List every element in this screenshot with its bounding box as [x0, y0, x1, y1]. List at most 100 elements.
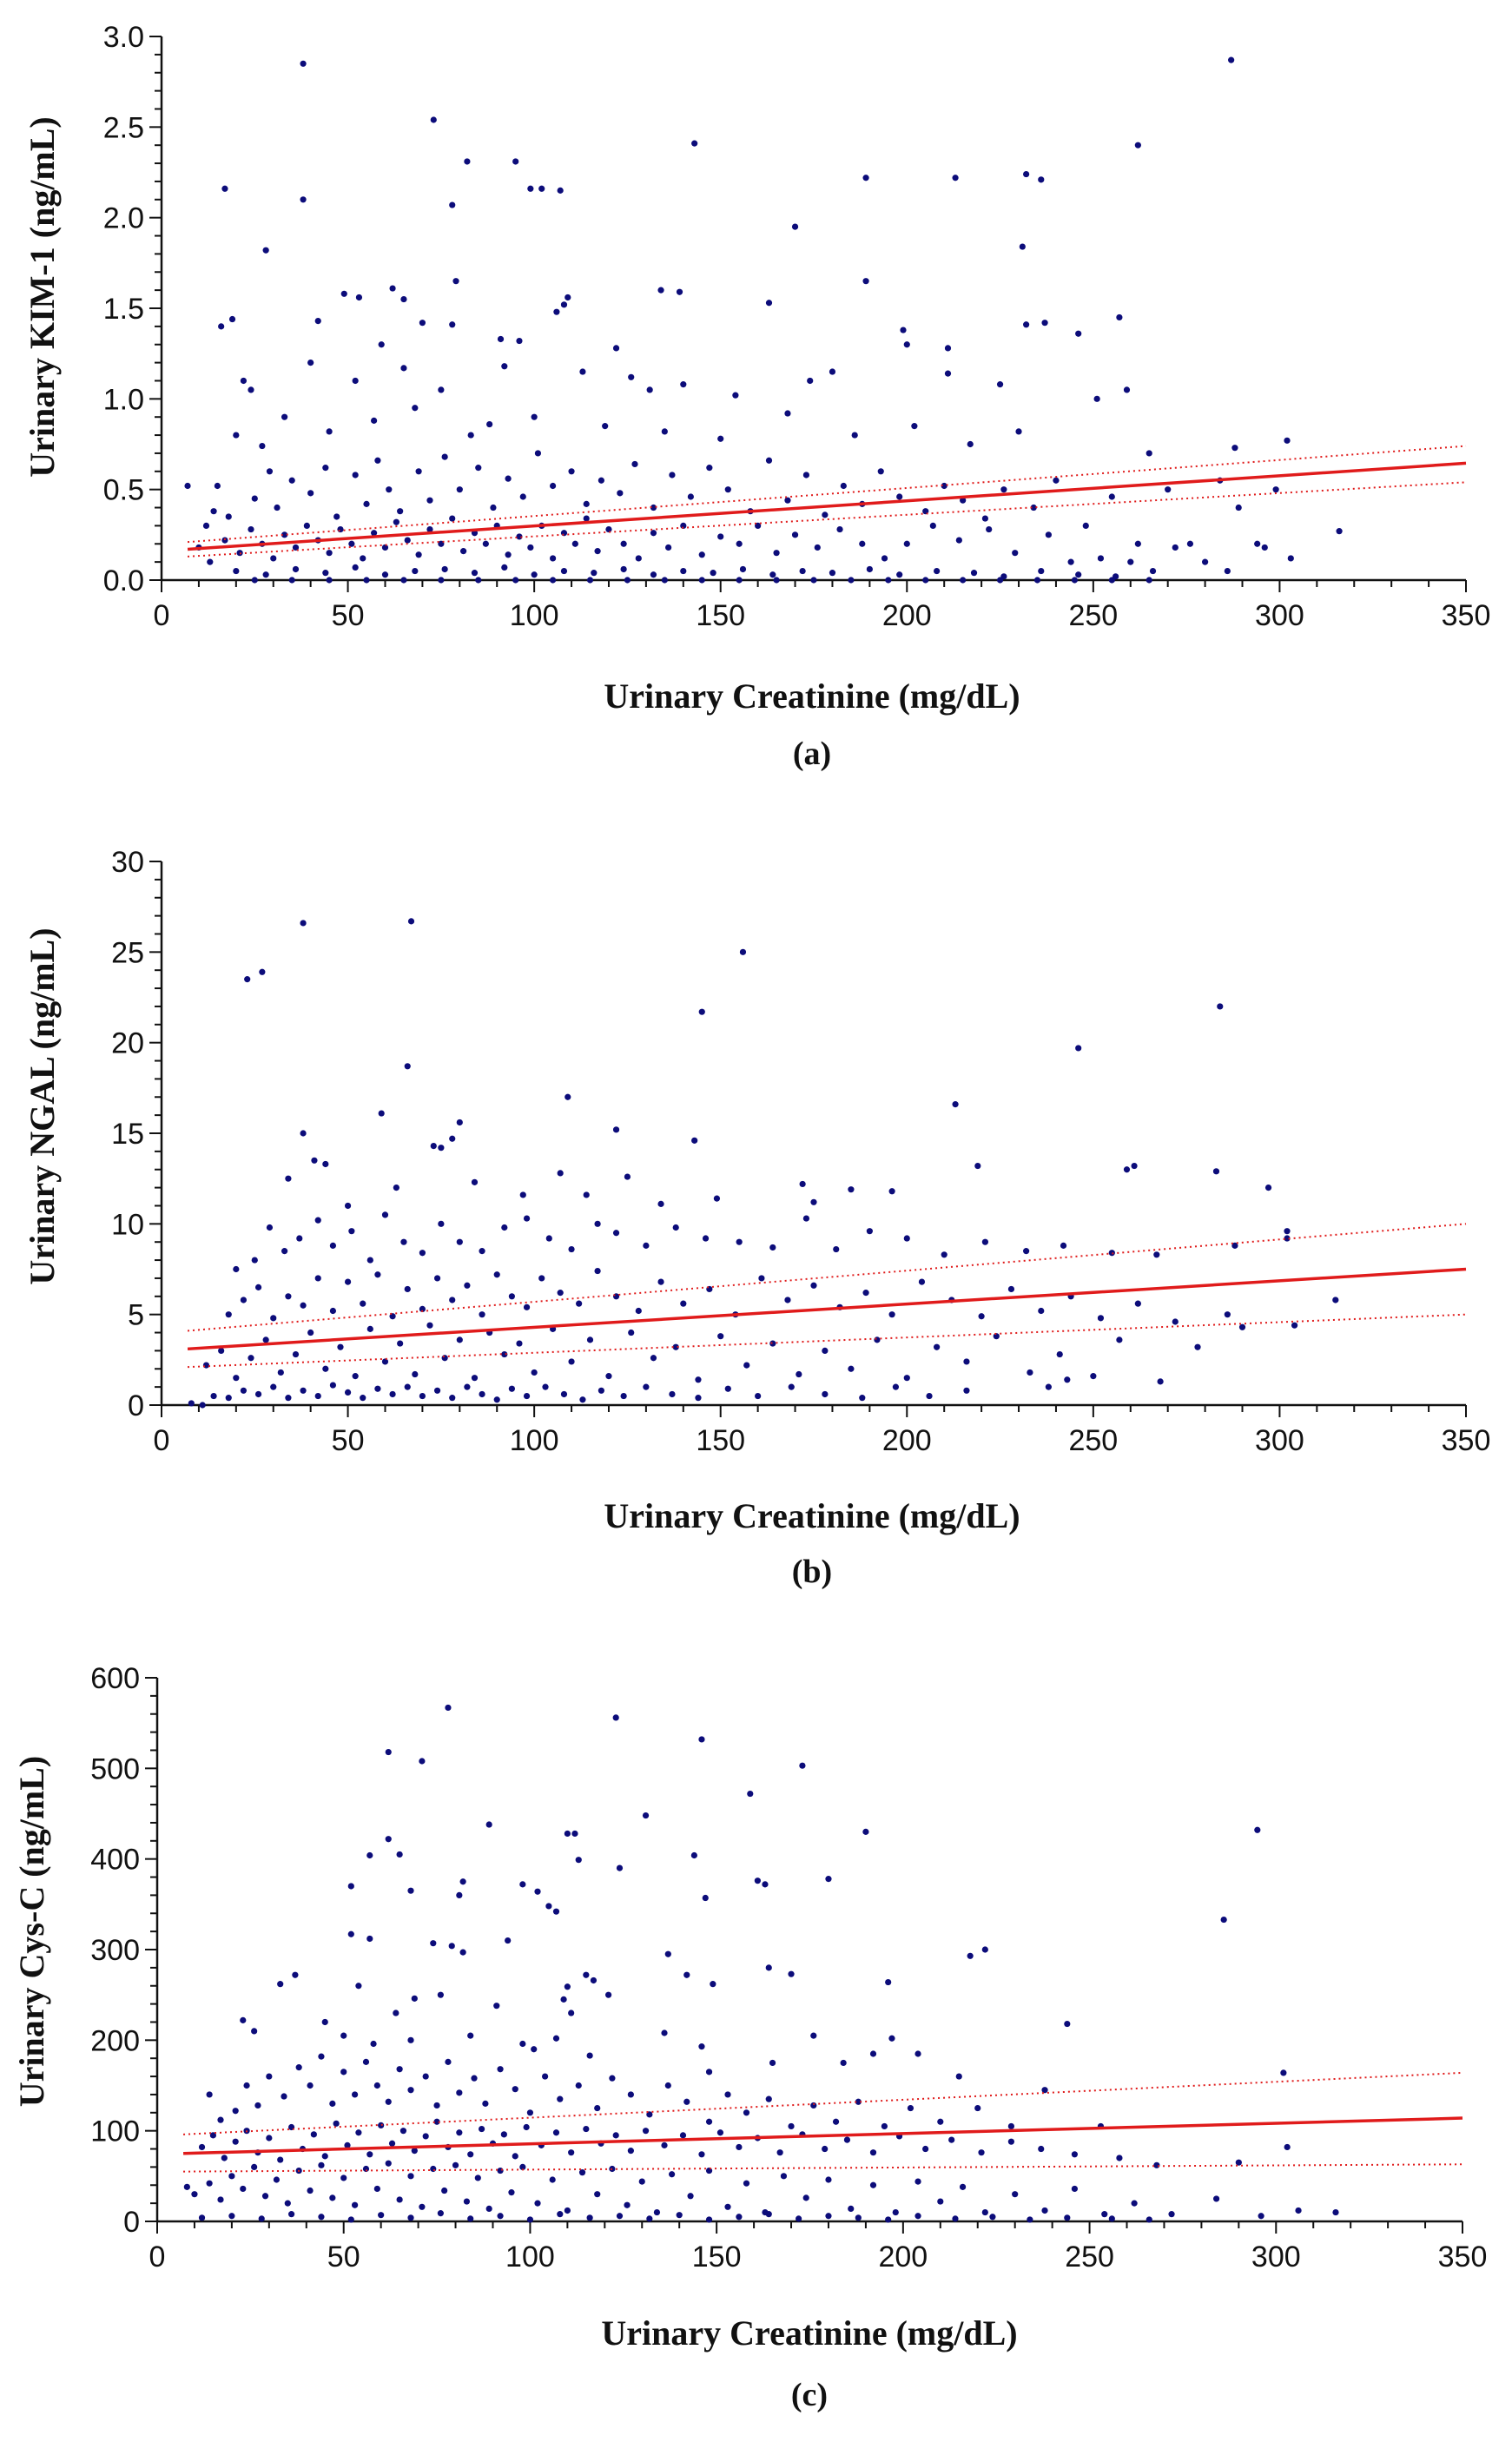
data-point	[362, 2165, 370, 2173]
y-tick-label: 20	[111, 1027, 144, 1060]
data-point	[373, 2185, 380, 2193]
data-point	[288, 477, 295, 484]
data-point	[400, 365, 407, 372]
data-point	[214, 482, 221, 490]
data-point	[664, 1950, 671, 1957]
data-point	[594, 2191, 601, 2198]
data-point	[981, 1238, 989, 1245]
data-point	[550, 555, 557, 562]
data-point	[598, 1387, 604, 1394]
data-point	[340, 290, 347, 297]
y-tick-label: 0	[128, 1389, 144, 1422]
data-point	[526, 2216, 534, 2223]
data-point	[747, 1790, 754, 1798]
data-point	[426, 1322, 433, 1329]
data-point	[855, 2098, 862, 2105]
data-point	[1064, 2214, 1071, 2221]
data-point	[516, 337, 523, 345]
data-point	[1254, 1826, 1261, 1833]
data-point	[784, 1297, 791, 1303]
data-point	[523, 1392, 531, 1400]
data-point	[519, 1881, 526, 1888]
data-point	[557, 2211, 564, 2218]
x-tick-label: 200	[878, 2241, 928, 2274]
data-point	[1258, 2213, 1264, 2220]
data-point	[360, 1300, 366, 1307]
data-point	[1332, 1297, 1339, 1303]
data-point	[437, 1991, 444, 1998]
data-point	[776, 2149, 783, 2156]
data-point	[452, 278, 459, 285]
data-point	[944, 345, 952, 352]
data-point	[1071, 2185, 1078, 2193]
data-point	[321, 2018, 328, 2026]
data-point	[508, 2189, 515, 2196]
data-point	[542, 1383, 549, 1390]
data-point	[934, 1343, 941, 1350]
y-tick-label: 5	[128, 1299, 144, 1332]
data-point	[1194, 1343, 1201, 1350]
data-points	[184, 56, 1343, 584]
data-point	[907, 2104, 914, 2112]
data-point	[679, 2132, 687, 2139]
data-point	[407, 1887, 414, 1894]
data-point	[1064, 2020, 1071, 2028]
data-point	[1235, 2159, 1242, 2166]
data-point	[412, 1370, 419, 1378]
data-point	[881, 2122, 888, 2130]
data-point	[713, 1195, 721, 1202]
data-point	[996, 577, 1004, 584]
data-point	[322, 1160, 329, 1168]
data-point	[851, 432, 858, 439]
data-point	[419, 2203, 426, 2210]
data-point	[669, 472, 676, 478]
data-point	[1291, 1322, 1298, 1329]
data-point	[724, 2091, 731, 2098]
data-point	[598, 477, 604, 484]
data-point	[438, 386, 445, 393]
y-tick-label: 400	[90, 1844, 140, 1877]
data-point	[583, 1191, 590, 1198]
data-point	[460, 548, 467, 555]
data-point	[859, 1395, 866, 1402]
data-point	[371, 530, 378, 537]
data-point	[198, 2214, 206, 2221]
data-point	[419, 320, 426, 327]
data-point	[743, 2180, 750, 2187]
data-point	[501, 564, 508, 571]
data-point	[568, 2149, 575, 2156]
data-point	[485, 2205, 492, 2212]
data-point	[545, 1903, 552, 1910]
data-point	[810, 577, 817, 584]
data-point	[437, 2210, 444, 2217]
data-point	[393, 2010, 399, 2016]
data-point	[352, 377, 359, 385]
data-point	[347, 2216, 354, 2223]
data-point	[560, 1390, 568, 1398]
data-point	[575, 2082, 582, 2089]
data-point	[568, 1358, 575, 1365]
data-point	[578, 2169, 586, 2176]
data-point	[254, 1284, 262, 1290]
data-point	[232, 2108, 239, 2115]
data-point	[974, 2104, 981, 2112]
data-point	[1146, 2216, 1152, 2223]
data-point	[799, 567, 806, 575]
data-point	[646, 2215, 653, 2222]
data-point	[616, 2213, 624, 2220]
data-point	[848, 577, 855, 584]
data-point	[433, 1275, 441, 1282]
data-point	[459, 1878, 466, 1885]
data-point	[862, 1290, 869, 1297]
data-point	[605, 525, 612, 533]
data-point	[545, 1235, 552, 1242]
data-point	[251, 1257, 258, 1264]
data-point	[552, 2129, 560, 2136]
x-tick-label: 350	[1442, 599, 1491, 632]
data-point	[695, 1376, 702, 1383]
data-point	[568, 2010, 575, 2016]
data-point	[594, 548, 601, 555]
data-point	[233, 432, 240, 439]
data-point	[1212, 2195, 1220, 2202]
data-point	[612, 1714, 619, 1721]
